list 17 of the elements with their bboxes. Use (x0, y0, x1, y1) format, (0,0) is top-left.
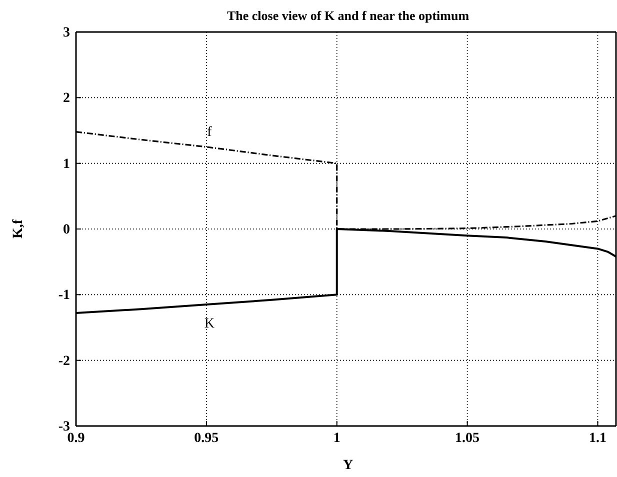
x-tick-label: 0.9 (67, 430, 85, 446)
y-tick-label: -2 (58, 354, 70, 369)
x-tick-label: 1 (333, 430, 340, 446)
x-tick-label: 1.05 (455, 430, 480, 446)
x-axis-title: Y (342, 458, 354, 473)
series-label: f (207, 124, 212, 140)
y-tick-label: 2 (63, 91, 70, 106)
x-tick-label: 1.1 (588, 430, 606, 446)
x-tick-label: 0.95 (194, 430, 219, 446)
y-tick-label: -3 (58, 419, 70, 434)
series-label: K (204, 316, 214, 332)
y-tick-label: 3 (63, 25, 70, 40)
y-tick-label: 1 (63, 156, 70, 172)
y-tick-label: 0 (63, 222, 70, 238)
y-tick-label: -1 (58, 288, 70, 304)
y-axis-title: K,f (11, 219, 26, 239)
chart-title: The close view of K and f near the optimum (226, 8, 470, 23)
